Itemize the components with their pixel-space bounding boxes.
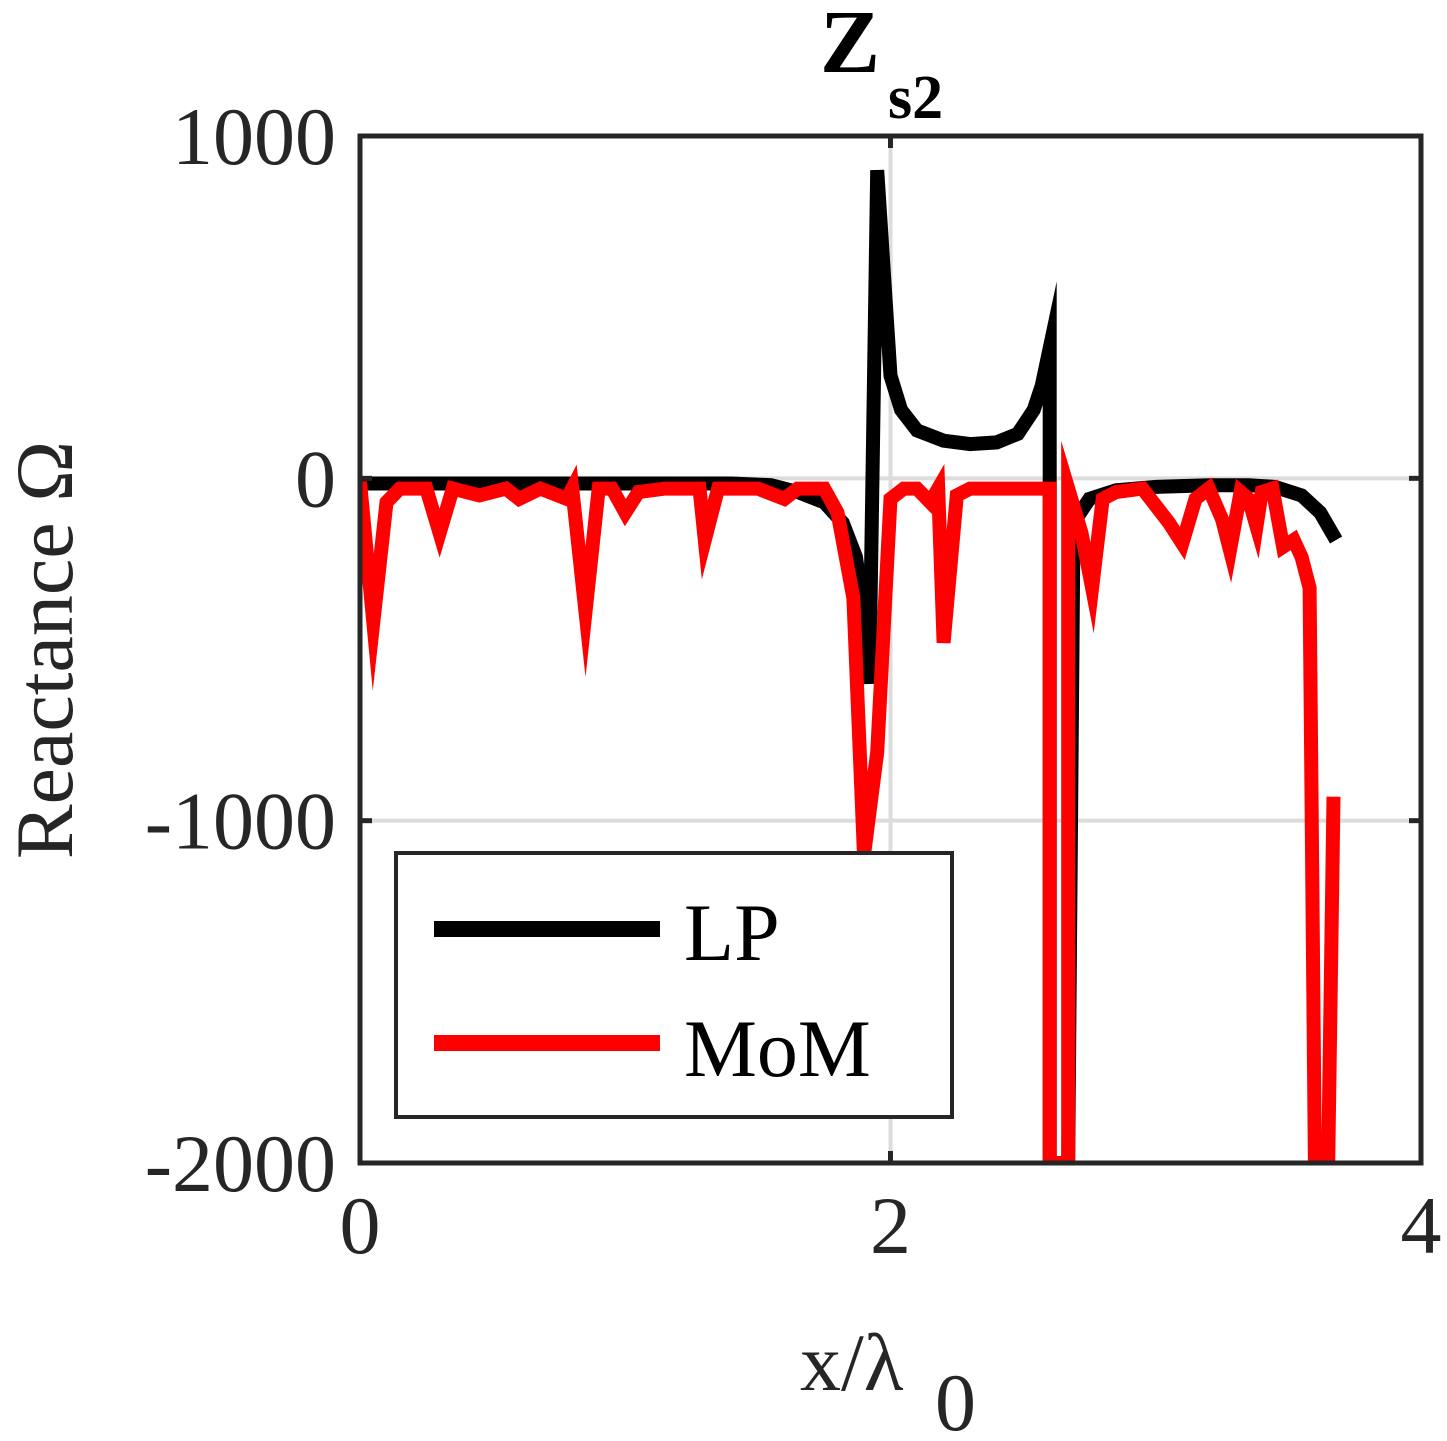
y-tick-label-3: -2000 bbox=[145, 1118, 336, 1209]
series-layer bbox=[360, 169, 1343, 1163]
y-tick-label-2: -1000 bbox=[145, 776, 336, 867]
legend: LP MoM bbox=[394, 851, 954, 1119]
y-axis-label: Reactance Ω bbox=[0, 441, 90, 859]
legend-label-mom: MoM bbox=[684, 1003, 871, 1094]
x-tick-label-2: 4 bbox=[1401, 1180, 1442, 1271]
x-axis-label: x/λ bbox=[800, 1317, 904, 1408]
x-axis-label-subscript: 0 bbox=[935, 1357, 976, 1441]
y-tick-label-1: 0 bbox=[295, 433, 336, 524]
x-tick-label-0: 0 bbox=[340, 1180, 381, 1271]
chart-title-subscript: s2 bbox=[888, 64, 943, 132]
chart-title: Z bbox=[820, 0, 880, 92]
series-line-mom bbox=[360, 440, 1341, 1163]
legend-box bbox=[394, 851, 954, 1119]
y-tick-label-0: 1000 bbox=[172, 91, 336, 182]
x-tick-label-1: 2 bbox=[870, 1180, 911, 1271]
legend-label-lp: LP bbox=[684, 887, 780, 978]
ticks: 0 2 4 1000 0 -1000 -2000 bbox=[145, 91, 1442, 1271]
